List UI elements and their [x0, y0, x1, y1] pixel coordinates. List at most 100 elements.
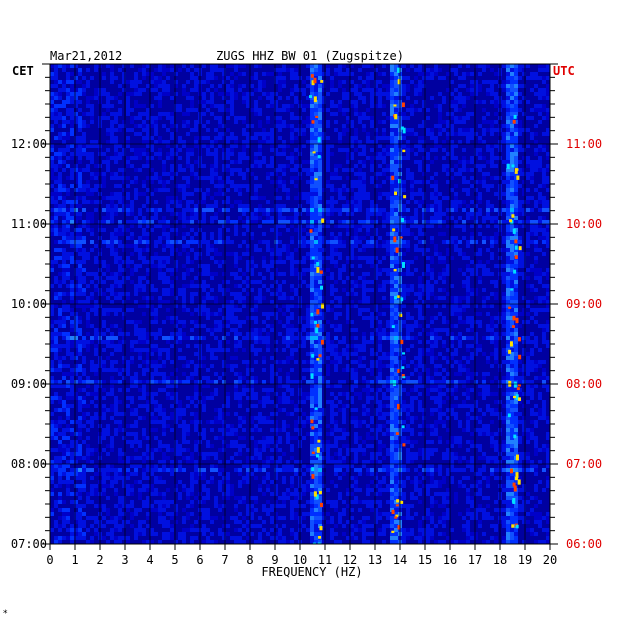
heatmap-cell — [62, 228, 66, 232]
heatmap-cell — [366, 256, 370, 260]
heatmap-cell — [106, 264, 110, 268]
heatmap-cell — [286, 112, 290, 116]
heatmap-cell — [246, 308, 250, 312]
heatmap-cell — [262, 264, 266, 268]
heatmap-cell — [110, 68, 114, 72]
heatmap-cell — [282, 84, 286, 88]
heatmap-cell — [290, 224, 294, 228]
heatmap-cell — [138, 88, 142, 92]
heatmap-cell — [346, 168, 350, 172]
heatmap-cell — [270, 156, 274, 160]
heatmap-cell — [402, 96, 406, 100]
heatmap-cell — [302, 224, 306, 228]
heatmap-cell — [110, 284, 114, 288]
heatmap-cell — [294, 308, 298, 312]
heatmap-cell — [338, 192, 342, 196]
heatmap-cell — [178, 292, 182, 296]
heatmap-cell — [146, 108, 150, 112]
heatmap-cell — [134, 92, 138, 96]
heatmap-cell — [178, 288, 182, 292]
heatmap-cell — [338, 276, 342, 280]
heatmap-cell — [302, 92, 306, 96]
heatmap-cell — [286, 252, 290, 256]
heatmap-cell — [346, 204, 350, 208]
heatmap-cell — [270, 104, 274, 108]
heatmap-cell — [218, 260, 222, 264]
heatmap-cell — [422, 104, 426, 108]
heatmap-cell — [310, 112, 314, 116]
heatmap-cell — [62, 304, 66, 308]
heatmap-cell — [374, 184, 378, 188]
heatmap-cell — [190, 72, 194, 76]
heatmap-cell — [406, 156, 410, 160]
heatmap-cell — [82, 160, 86, 164]
heatmap-cell — [58, 180, 62, 184]
heatmap-cell — [146, 132, 150, 136]
heatmap-cell — [494, 216, 498, 220]
heatmap-cell — [286, 156, 290, 160]
heatmap-cell — [358, 196, 362, 200]
heatmap-cell — [362, 92, 366, 96]
heatmap-cell — [350, 204, 354, 208]
heatmap-cell — [294, 200, 298, 204]
heatmap-cell — [526, 216, 530, 220]
heatmap-cell — [166, 188, 170, 192]
heatmap-cell — [470, 292, 474, 296]
heatmap-cell — [394, 164, 398, 168]
heatmap-cell — [134, 88, 138, 92]
heatmap-cell — [386, 164, 390, 168]
heatmap-cell — [278, 64, 282, 68]
heatmap-cell — [62, 220, 66, 224]
heatmap-cell — [514, 220, 518, 224]
heatmap-cell — [434, 68, 438, 72]
heatmap-cell — [322, 260, 326, 264]
heatmap-cell — [54, 128, 58, 132]
heatmap-cell — [294, 216, 298, 220]
heatmap-cell — [490, 156, 494, 160]
heatmap-cell — [154, 288, 158, 292]
heatmap-cell — [170, 156, 174, 160]
heatmap-cell — [54, 84, 58, 88]
heatmap-cell — [538, 108, 542, 112]
heatmap-cell — [530, 100, 534, 104]
heatmap-cell — [538, 248, 542, 252]
heatmap-cell — [250, 280, 254, 284]
heatmap-cell — [406, 292, 410, 296]
heatmap-cell — [538, 192, 542, 196]
heatmap-cell — [134, 236, 138, 240]
heatmap-cell — [402, 64, 406, 68]
heatmap-cell — [518, 284, 522, 288]
heatmap-cell — [234, 160, 238, 164]
heatmap-cell — [210, 256, 214, 260]
heatmap-cell — [330, 100, 334, 104]
heatmap-cell — [482, 272, 486, 276]
heatmap-cell — [182, 280, 186, 284]
heatmap-cell — [130, 220, 134, 224]
heatmap-cell — [214, 88, 218, 92]
heatmap-cell — [206, 88, 210, 92]
heatmap-cell — [254, 136, 258, 140]
heatmap-cell — [490, 208, 494, 212]
heatmap-cell — [490, 164, 494, 168]
heatmap-cell — [254, 76, 258, 80]
heatmap-cell — [306, 212, 310, 216]
heatmap-cell — [362, 276, 366, 280]
heatmap-cell — [430, 220, 434, 224]
heatmap-cell — [90, 284, 94, 288]
heatmap-cell — [190, 236, 194, 240]
heatmap-cell — [254, 64, 258, 68]
heatmap-cell — [206, 240, 210, 244]
heatmap-cell — [374, 116, 378, 120]
heatmap-cell — [366, 252, 370, 256]
heatmap-cell — [118, 228, 122, 232]
heatmap-cell — [458, 172, 462, 176]
heatmap-cell — [302, 272, 306, 276]
heatmap-cell — [254, 100, 258, 104]
heatmap-cell — [242, 204, 246, 208]
heatmap-cell — [78, 276, 82, 280]
heatmap-cell — [258, 196, 262, 200]
heatmap-cell — [522, 296, 526, 300]
heatmap-cell — [254, 184, 258, 188]
heatmap-cell — [242, 224, 246, 228]
heatmap-cell — [542, 204, 546, 208]
